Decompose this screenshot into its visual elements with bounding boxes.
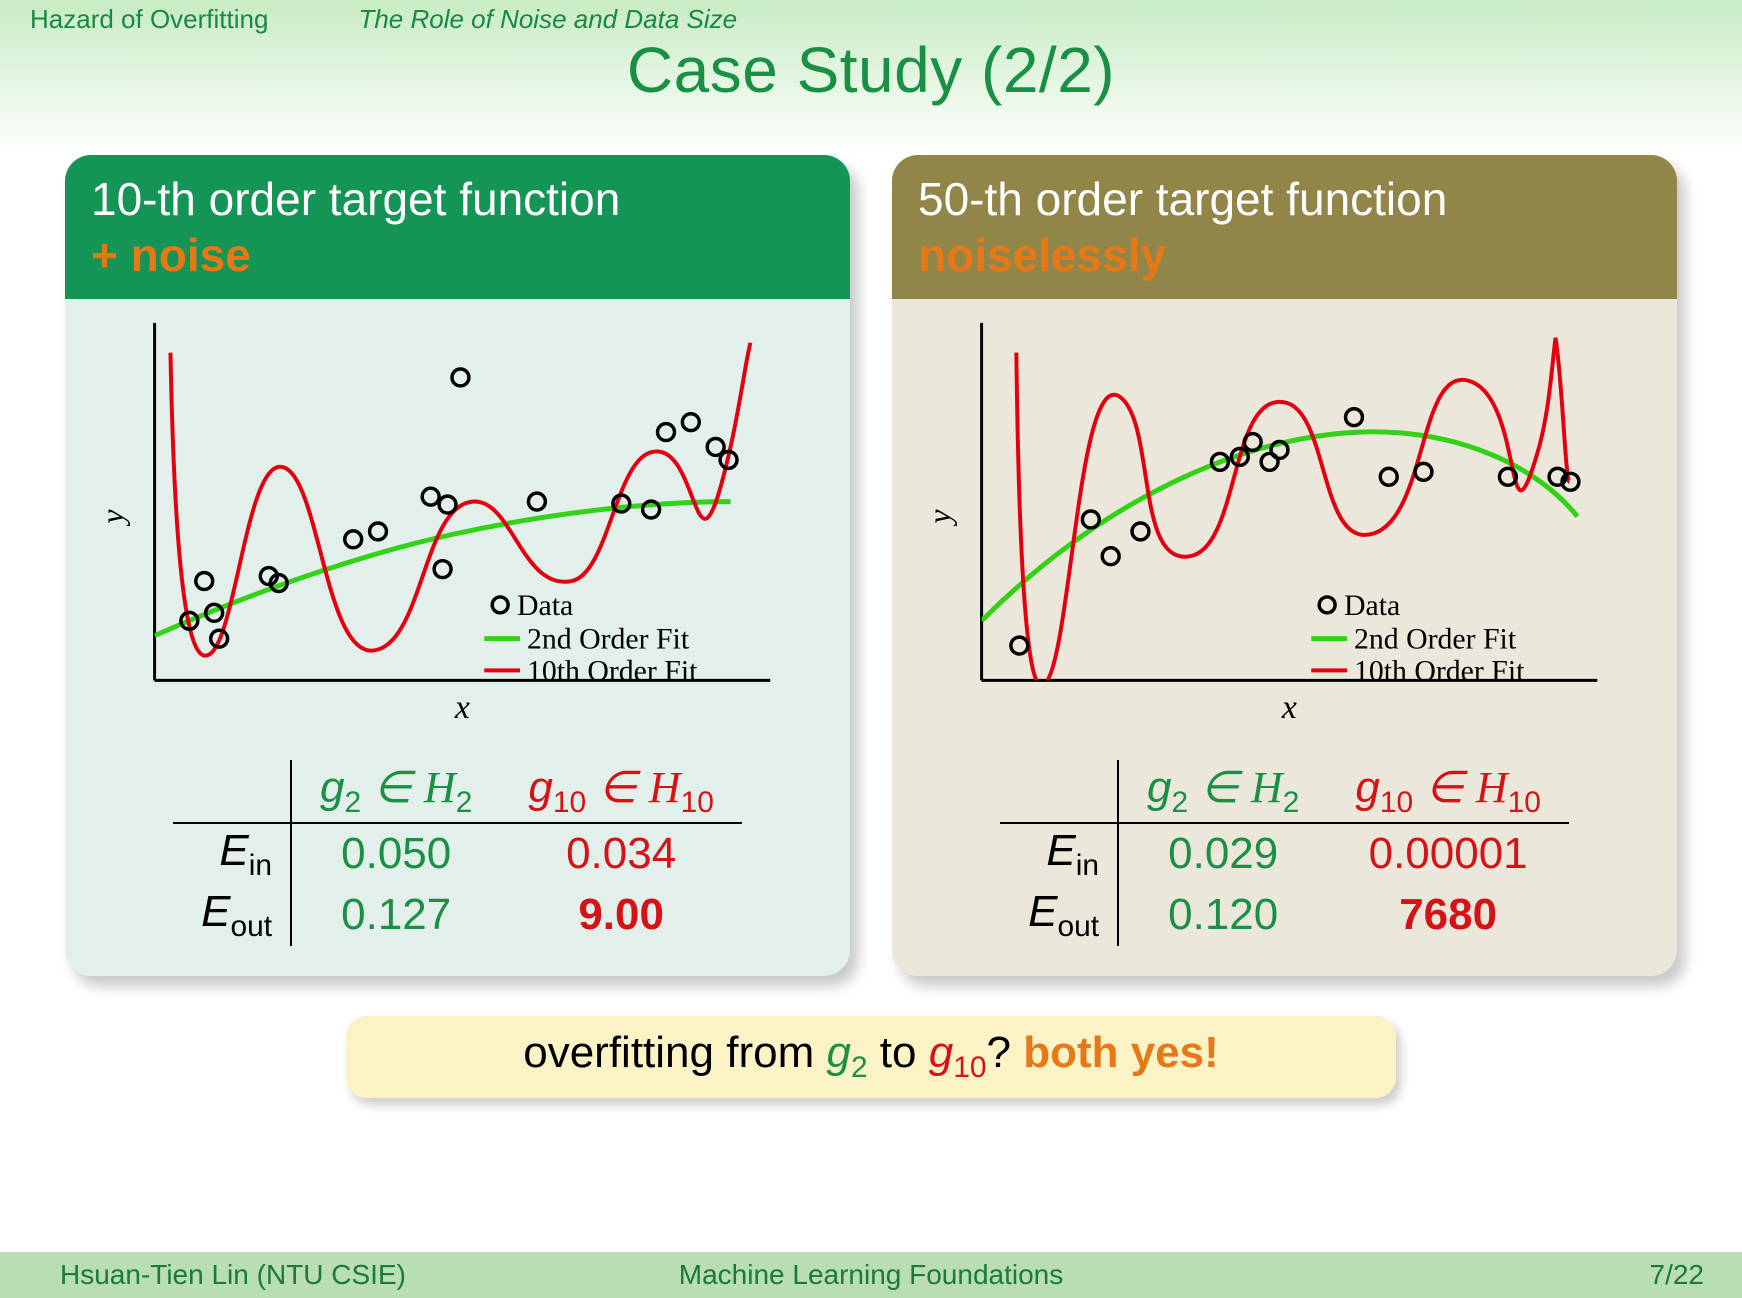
row-e-out: Eout 0.120 7680 [1000, 885, 1569, 946]
card-title-line2: + noise [91, 227, 824, 283]
eout-g2: 0.120 [1118, 885, 1327, 946]
x-axis-label: x [454, 689, 470, 726]
data-point [439, 496, 456, 513]
legend-fit2: 2nd Order Fit [527, 623, 690, 656]
data-point [1132, 523, 1149, 540]
card-header: 10-th order target function + noise [65, 155, 850, 299]
footer: Hsuan-Tien Lin (NTU CSIE) Machine Learni… [0, 1252, 1742, 1298]
data-point [422, 488, 439, 505]
callout-conclusion: overfitting from g2 to g10? both yes! [346, 1016, 1396, 1099]
legend-fit2: 2nd Order Fit [1354, 623, 1517, 656]
data-point [370, 523, 387, 540]
legend-data: Data [1344, 589, 1400, 622]
card-row: 10-th order target function + noise y x [0, 155, 1742, 976]
error-table-right: g2 ∈ H2 g10 ∈ H10 Ein 0.029 0.00001 Eout… [1000, 760, 1569, 945]
col-header-g10: g10 ∈ H10 [1327, 760, 1569, 823]
data-points [1011, 409, 1579, 654]
breadcrumb-section: Hazard of Overfitting [30, 4, 268, 35]
eout-g2: 0.127 [291, 885, 500, 946]
eout-g10: 9.00 [500, 885, 742, 946]
page-title: Case Study (2/2) [0, 33, 1742, 107]
card-50th-order-noiseless: 50-th order target function noiselessly … [892, 155, 1677, 976]
data-point [196, 573, 213, 590]
legend-data: Data [517, 589, 573, 622]
chart-container: y x Data 2nd Order Fit 10th Order Fit [65, 299, 850, 730]
row-e-out: Eout 0.127 9.00 [173, 885, 742, 946]
col-header-g2: g2 ∈ H2 [291, 760, 500, 823]
data-point [1380, 469, 1397, 486]
data-point [1415, 464, 1432, 481]
card-10th-order-noise: 10-th order target function + noise y x [65, 155, 850, 976]
ein-g2: 0.029 [1118, 823, 1327, 885]
overfit-chart-right: y x Data 2nd Order Fit 10th Order Fit [922, 303, 1637, 730]
data-point [434, 561, 451, 578]
data-point [1082, 511, 1099, 528]
fit-10th-order [170, 343, 750, 656]
x-axis-label: x [1281, 689, 1297, 726]
data-point [1011, 637, 1028, 654]
legend: Data 2nd Order Fit 10th Order Fit [1311, 589, 1525, 688]
error-table-left: g2 ∈ H2 g10 ∈ H10 Ein 0.050 0.034 Eout 0… [173, 760, 742, 945]
data-point [452, 369, 469, 386]
row-e-in: Ein 0.050 0.034 [173, 823, 742, 885]
data-point [1346, 409, 1363, 426]
legend-fit10: 10th Order Fit [1354, 655, 1525, 688]
fit-2nd-order [155, 502, 731, 636]
y-axis-label: y [95, 509, 130, 527]
col-header-g10: g10 ∈ H10 [500, 760, 742, 823]
breadcrumb-subsection: The Role of Noise and Data Size [358, 4, 737, 35]
data-point [345, 531, 362, 548]
footer-author: Hsuan-Tien Lin (NTU CSIE) [0, 1259, 406, 1291]
legend-fit10: 10th Order Fit [527, 655, 698, 688]
footer-page: 7/22 [1650, 1259, 1742, 1291]
ein-g10: 0.034 [500, 823, 742, 885]
footer-course: Machine Learning Foundations [679, 1259, 1063, 1291]
row-e-in: Ein 0.029 0.00001 [1000, 823, 1569, 885]
data-point [528, 493, 545, 510]
breadcrumb: Hazard of Overfitting The Role of Noise … [0, 0, 1742, 35]
legend: Data 2nd Order Fit 10th Order Fit [484, 589, 698, 688]
card-header: 50-th order target function noiselessly [892, 155, 1677, 299]
card-title-line2: noiselessly [918, 227, 1651, 283]
col-header-g2: g2 ∈ H2 [1118, 760, 1327, 823]
chart-container: y x Data 2nd Order Fit 10th Order Fit [892, 299, 1677, 730]
data-point [682, 414, 699, 431]
y-axis-label: y [922, 509, 957, 527]
card-title-line1: 10-th order target function [91, 171, 824, 227]
data-point [1102, 548, 1119, 565]
ein-g10: 0.00001 [1327, 823, 1569, 885]
card-title-line1: 50-th order target function [918, 171, 1651, 227]
eout-g10: 7680 [1327, 885, 1569, 946]
data-point [658, 424, 675, 441]
overfit-chart-left: y x Data 2nd Order Fit 10th Order Fit [95, 303, 810, 730]
ein-g2: 0.050 [291, 823, 500, 885]
